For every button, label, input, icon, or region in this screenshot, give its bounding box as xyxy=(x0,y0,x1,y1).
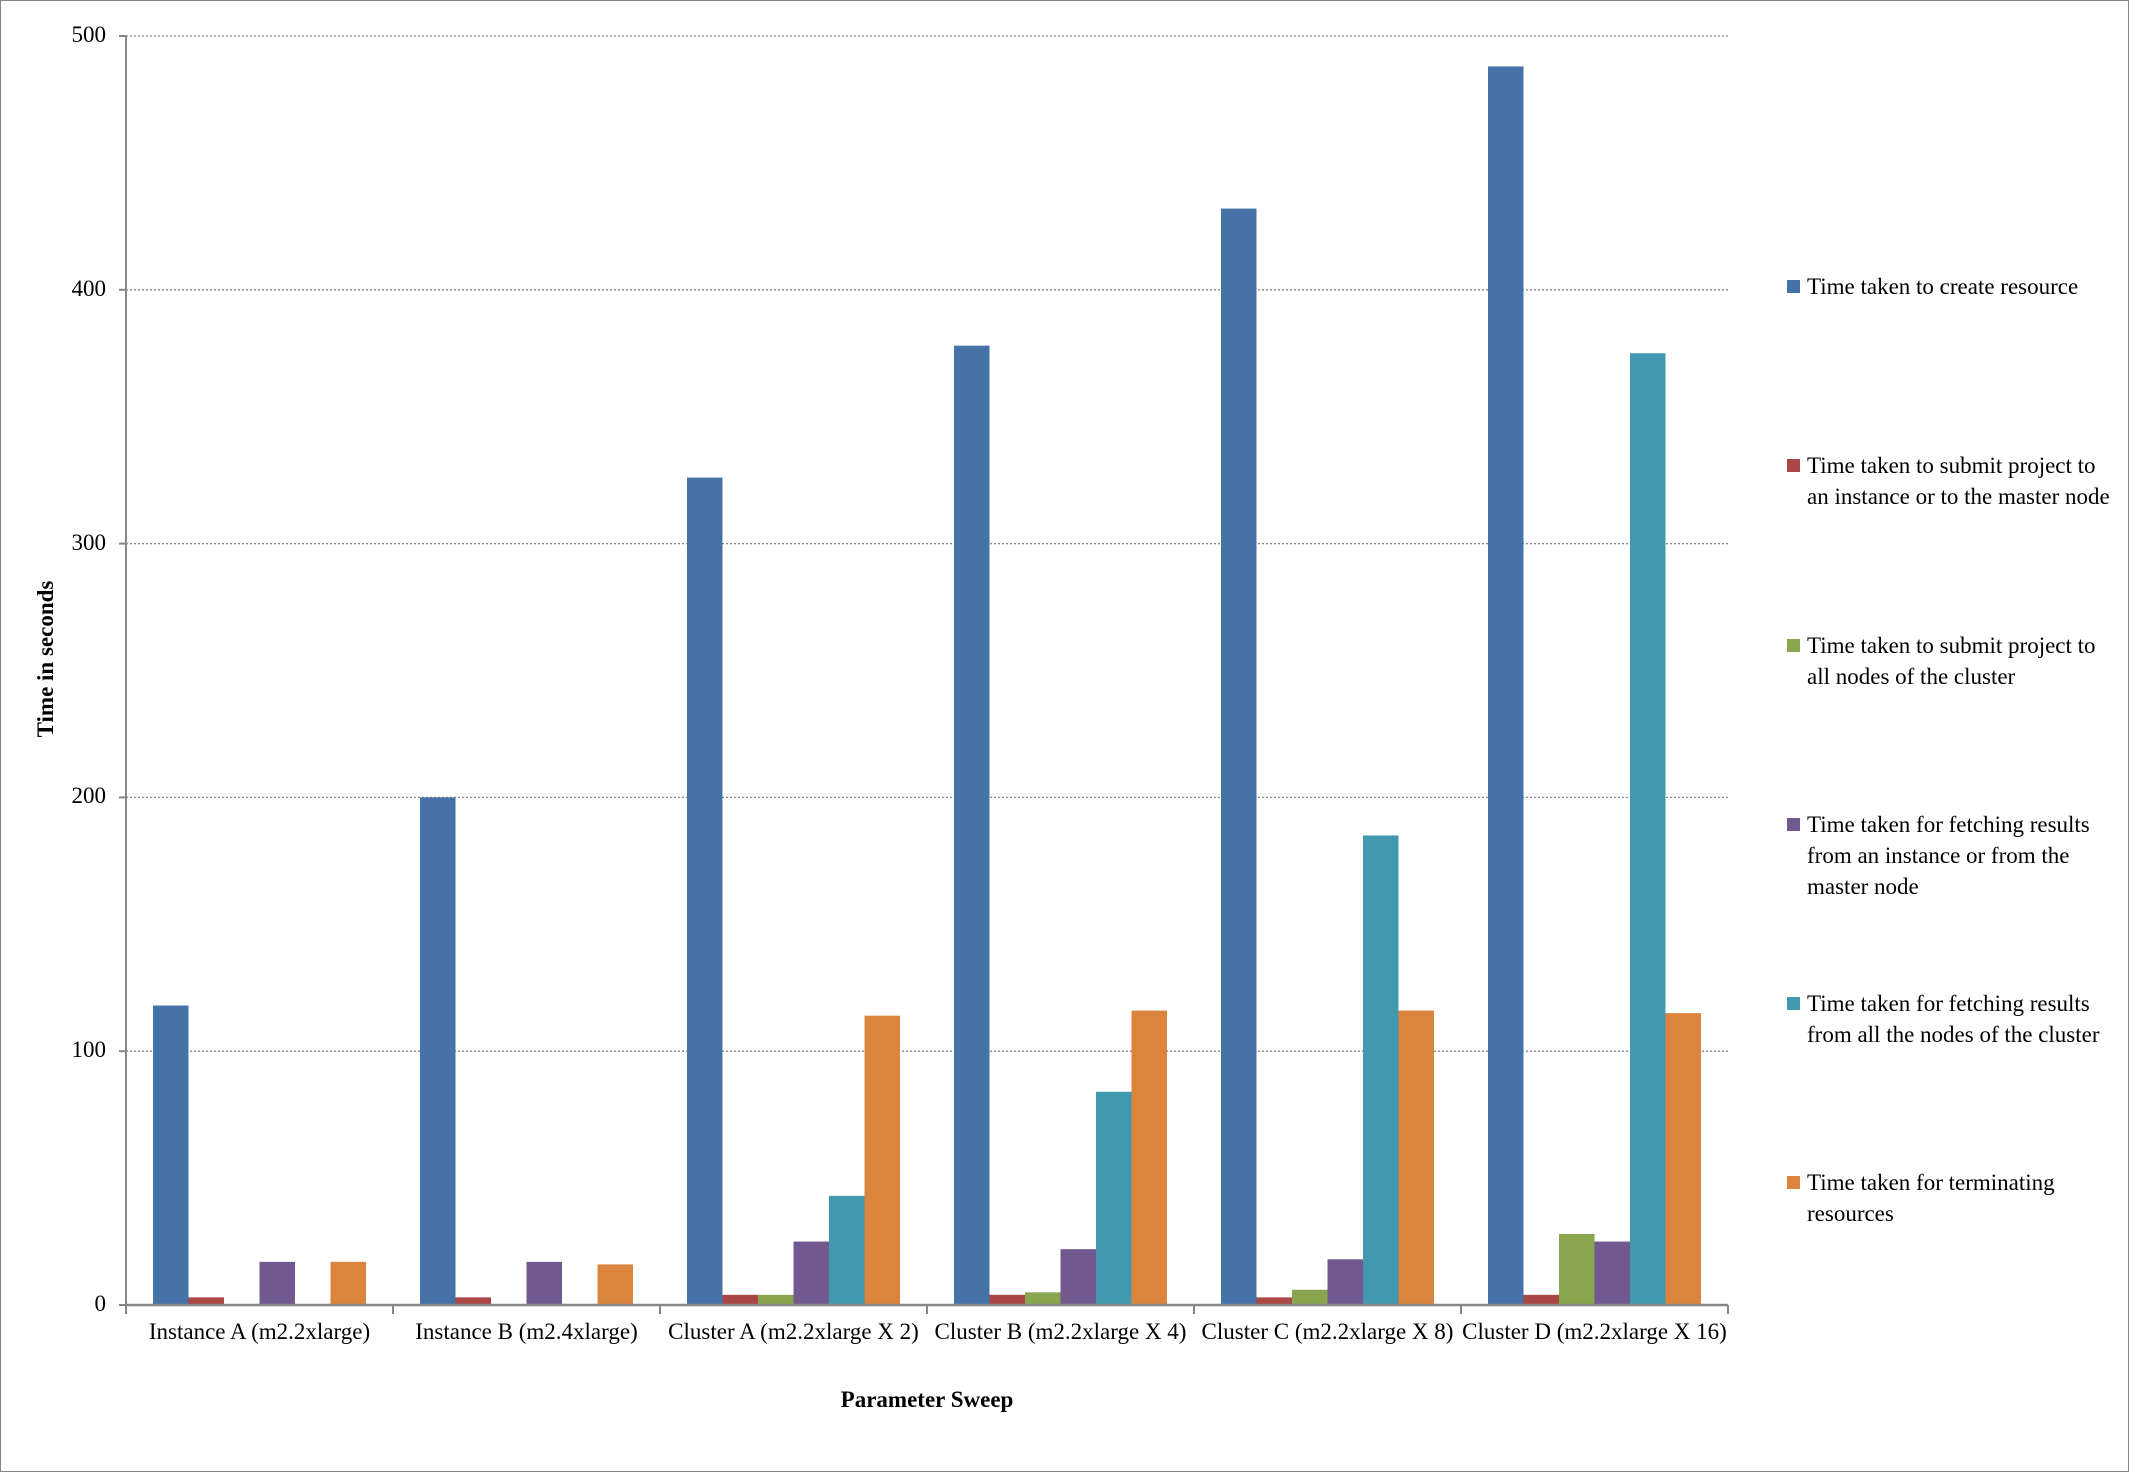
y-tick-label: 0 xyxy=(94,1291,107,1316)
bar xyxy=(1630,353,1666,1305)
bar xyxy=(1665,1013,1701,1305)
bar xyxy=(1131,1010,1167,1305)
x-tick-label: Instance A (m2.2xlarge) xyxy=(148,1319,371,1344)
y-tick-label: 200 xyxy=(71,783,107,809)
bar xyxy=(455,1297,491,1305)
legend-swatch xyxy=(1787,818,1800,831)
bar xyxy=(864,1015,900,1305)
x-tick-label: Cluster C (m2.2xlarge X 8) xyxy=(1201,1319,1454,1344)
bar xyxy=(793,1241,829,1305)
bar xyxy=(1221,208,1257,1306)
legend-label: Time taken for fetching results from all… xyxy=(1807,991,2100,1047)
bar xyxy=(1523,1294,1559,1305)
y-tick-label: 300 xyxy=(71,529,107,555)
bar xyxy=(1488,66,1524,1305)
bar xyxy=(526,1261,562,1305)
bar xyxy=(330,1261,366,1305)
bar xyxy=(1363,835,1399,1305)
legend-label: Time taken to submit project to all node… xyxy=(1807,633,2096,689)
bar xyxy=(687,477,723,1305)
legend-swatch xyxy=(1787,1176,1800,1189)
legend-swatch xyxy=(1787,997,1800,1010)
bar xyxy=(1096,1091,1132,1305)
bar xyxy=(1292,1289,1328,1305)
bar xyxy=(1559,1233,1595,1305)
legend-swatch xyxy=(1787,459,1800,472)
bar xyxy=(597,1264,633,1305)
x-axis-label: Parameter Sweep xyxy=(840,1387,1014,1412)
x-tick-label: Cluster B (m2.2xlarge X 4) xyxy=(934,1319,1187,1344)
y-tick-label: 500 xyxy=(71,22,107,47)
bar xyxy=(758,1294,794,1305)
bar xyxy=(1398,1010,1434,1305)
bar xyxy=(829,1195,865,1305)
bar xyxy=(722,1294,758,1305)
bar xyxy=(259,1261,295,1305)
x-tick-label: Instance B (m2.4xlarge) xyxy=(415,1319,638,1344)
y-tick-label: 100 xyxy=(71,1037,107,1063)
bar xyxy=(989,1294,1025,1305)
x-tick-label: Cluster D (m2.2xlarge X 16) xyxy=(1462,1319,1727,1344)
bar xyxy=(153,1005,189,1305)
bar xyxy=(1327,1259,1363,1305)
bar xyxy=(188,1297,224,1305)
bar xyxy=(420,797,456,1305)
bar xyxy=(1256,1297,1292,1305)
legend-label: Time taken for fetching results from an … xyxy=(1807,812,2090,899)
legend-label: Time taken for terminating resources xyxy=(1807,1170,2055,1226)
bar xyxy=(954,345,990,1305)
legend-label: Time taken to create resource xyxy=(1807,274,2079,299)
y-tick-label: 400 xyxy=(71,275,107,301)
bar xyxy=(1060,1249,1096,1305)
legend-swatch xyxy=(1787,639,1800,652)
x-tick-label: Cluster A (m2.2xlarge X 2) xyxy=(668,1319,919,1344)
bar xyxy=(1025,1292,1061,1305)
legend-swatch xyxy=(1787,280,1800,293)
bar xyxy=(1594,1241,1630,1305)
legend-label: Time taken to submit project to an insta… xyxy=(1807,453,2110,509)
